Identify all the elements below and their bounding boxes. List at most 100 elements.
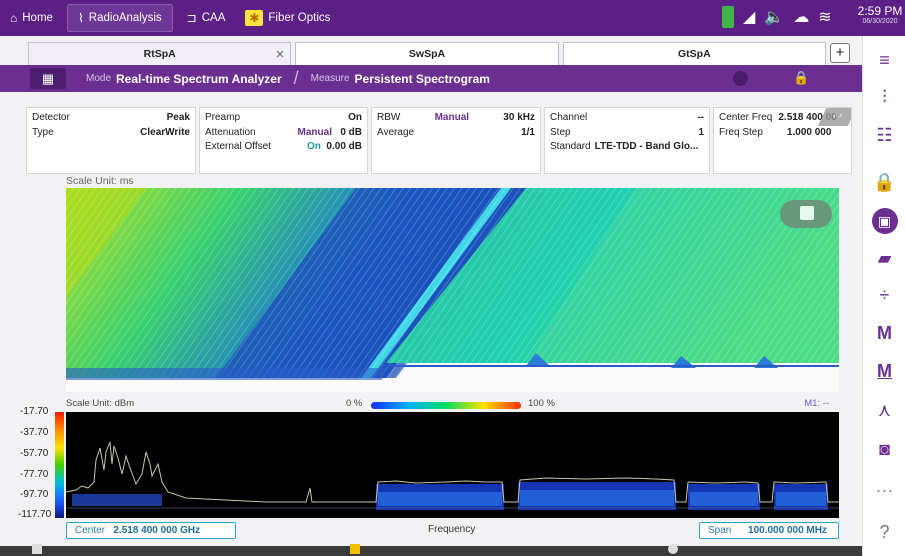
tab-gtspa[interactable]: GtSpA (562, 42, 826, 65)
expand-panel-icon[interactable]: ‹ › (817, 108, 851, 126)
apps-grid-button[interactable]: ▦ (30, 68, 66, 89)
record-icon[interactable] (733, 71, 748, 86)
close-icon[interactable]: × (275, 46, 285, 63)
screenshot-icon[interactable]: ◙ (879, 439, 890, 459)
radio-analysis-label: RadioAnalysis (88, 12, 162, 24)
tab-gtspa-label: GtSpA (677, 48, 711, 60)
warning-icon[interactable] (350, 544, 360, 554)
settings-sliders-icon[interactable]: ⫶ (882, 87, 887, 107)
preamp-value: On (348, 112, 362, 123)
center-freq-value: 2.518 400 00 (778, 112, 837, 123)
center-value: 2.518 400 000 GHz (113, 525, 201, 536)
marker-readout: M1: -- (804, 398, 829, 409)
freq-step-label: Freq Step (719, 126, 763, 138)
more-icon[interactable]: ⋯ (875, 481, 894, 501)
y-tick-2: -57.70 (20, 448, 49, 459)
fiber-optics-nav[interactable]: ✱ Fiber Optics (235, 0, 340, 36)
spectrogram-scale-unit: Scale Unit: ms (66, 175, 134, 187)
caa-icon: ⊐ (186, 11, 197, 25)
span-label: Span (708, 525, 732, 536)
status-icons: ◢ 🔈 ☁ ≋ (722, 6, 832, 28)
standard-value: LTE-TDD - Band Glo... (594, 141, 699, 152)
menu-icon[interactable]: ≡ (879, 50, 890, 70)
fiber-icon: ✱ (245, 10, 264, 26)
amplitude-color-scale (55, 412, 64, 518)
rbw-value: 30 kHz (503, 112, 535, 123)
battery-icon (722, 6, 734, 28)
save-icon[interactable]: ▣ (863, 208, 905, 234)
trace-list-icon[interactable]: ☷ (876, 125, 893, 145)
wifi-icon: ≋ (818, 9, 832, 26)
center-freq-box[interactable]: Center Freq 2.518 400 00 Freq Step 1.000 0… (713, 107, 852, 174)
bottom-status-bar (0, 544, 862, 556)
average-label: Average (377, 126, 415, 138)
tab-swspa[interactable]: SwSpA (295, 42, 559, 65)
home-icon: ⌂ (10, 11, 18, 25)
y-tick-4: -97.70 (20, 489, 49, 500)
file-icon[interactable] (32, 544, 42, 554)
trace-scale-unit: Scale Unit: dBm (66, 398, 135, 409)
center-frequency-field[interactable]: Center 2.518 400 000 GHz (66, 522, 236, 539)
span-value: 100.000 000 MHz (748, 525, 827, 536)
center-label: Center (75, 525, 106, 536)
x-axis-label: Frequency (428, 524, 476, 535)
detector-box[interactable]: Detector Peak Type ClearWrite (26, 107, 196, 174)
standard-label: Standard (550, 141, 591, 152)
type-value: ClearWrite (140, 126, 190, 138)
persistent-spectrogram[interactable] (66, 188, 839, 392)
tab-rtspa-label: RtSpA (143, 48, 176, 60)
external-offset-value: 0.00 dB (326, 141, 362, 152)
lock-screen-icon[interactable]: 🔒 (873, 172, 896, 192)
lock-icon[interactable]: 🔒 (793, 70, 810, 85)
span-field[interactable]: Span 100.000 000 MHz (699, 522, 839, 539)
separator-icon: / (293, 68, 299, 88)
persistence-color-legend (371, 402, 521, 409)
display-icon (800, 206, 814, 220)
freq-step-value: 1.000 000 (786, 126, 832, 138)
average-value: 1/1 (521, 126, 535, 138)
preamp-box[interactable]: Preamp On Attenuation Manual 0 dB External… (199, 107, 368, 174)
measure-value[interactable]: Persistent Spectrogram (354, 71, 490, 86)
channel-box[interactable]: Channel -- Step 1 Standard LTE-TDD - Band G… (544, 107, 710, 174)
y-tick-0: -17.70 (20, 406, 49, 417)
rbw-mode: Manual (434, 112, 470, 123)
trace-header: Scale Unit: dBm 0 % 100 % M1: -- (66, 398, 839, 412)
marker-table-icon[interactable]: M (877, 361, 892, 381)
grid-icon: ▦ (41, 71, 55, 86)
legend-min: 0 % (346, 398, 363, 409)
marker-icon[interactable]: M (877, 323, 892, 343)
add-tab-button[interactable]: + (829, 43, 850, 63)
peak-search-icon[interactable]: ⋏ (877, 400, 892, 420)
time: 2:59 PM (857, 4, 903, 18)
location-icon[interactable] (668, 544, 678, 554)
open-folder-icon[interactable]: ▰ (877, 248, 892, 268)
external-offset-state: On (306, 141, 321, 152)
cloud-icon: ☁ (793, 9, 810, 26)
mode-value[interactable]: Real-time Spectrum Analyzer (116, 71, 282, 86)
tab-swspa-label: SwSpA (408, 48, 446, 60)
date: 06/30/2020 (862, 18, 898, 25)
y-tick-1: -37.70 (20, 427, 49, 438)
persistent-spectrum-trace[interactable] (66, 412, 839, 518)
signal-icon: ◢ (743, 9, 756, 26)
detector-value: Peak (166, 112, 190, 123)
caa-nav[interactable]: ⊐ CAA (177, 0, 236, 36)
type-label: Type (32, 126, 54, 138)
tab-strip: RtSpA × SwSpA GtSpA + (28, 42, 850, 65)
attenuation-mode: Manual (297, 126, 332, 138)
channel-value: -- (697, 112, 704, 123)
rbw-box[interactable]: RBW Manual 30 kHz Average 1/1 (371, 107, 541, 174)
legend-max: 100 % (528, 398, 555, 409)
detector-label: Detector (32, 112, 70, 123)
split-view-icon[interactable]: ÷ (879, 285, 890, 305)
preamp-label: Preamp (205, 112, 241, 123)
home-nav[interactable]: ⌂ Home (0, 0, 63, 36)
tab-rtspa[interactable]: RtSpA × (28, 42, 292, 65)
measure-label: Measure (310, 73, 350, 84)
radio-analysis-nav[interactable]: ⌇ RadioAnalysis (66, 4, 173, 32)
help-icon[interactable]: ? (879, 522, 890, 542)
step-label: Step (550, 126, 571, 138)
view-mode-button[interactable] (780, 200, 832, 228)
right-toolbar: ≡ ⫶ ☷ 🔒 ▣ ▰ ÷ M M ⋏ ◙ ⋯ ? (862, 36, 905, 556)
frequency-footer: Center 2.518 400 000 GHz Frequency Span … (66, 522, 839, 540)
